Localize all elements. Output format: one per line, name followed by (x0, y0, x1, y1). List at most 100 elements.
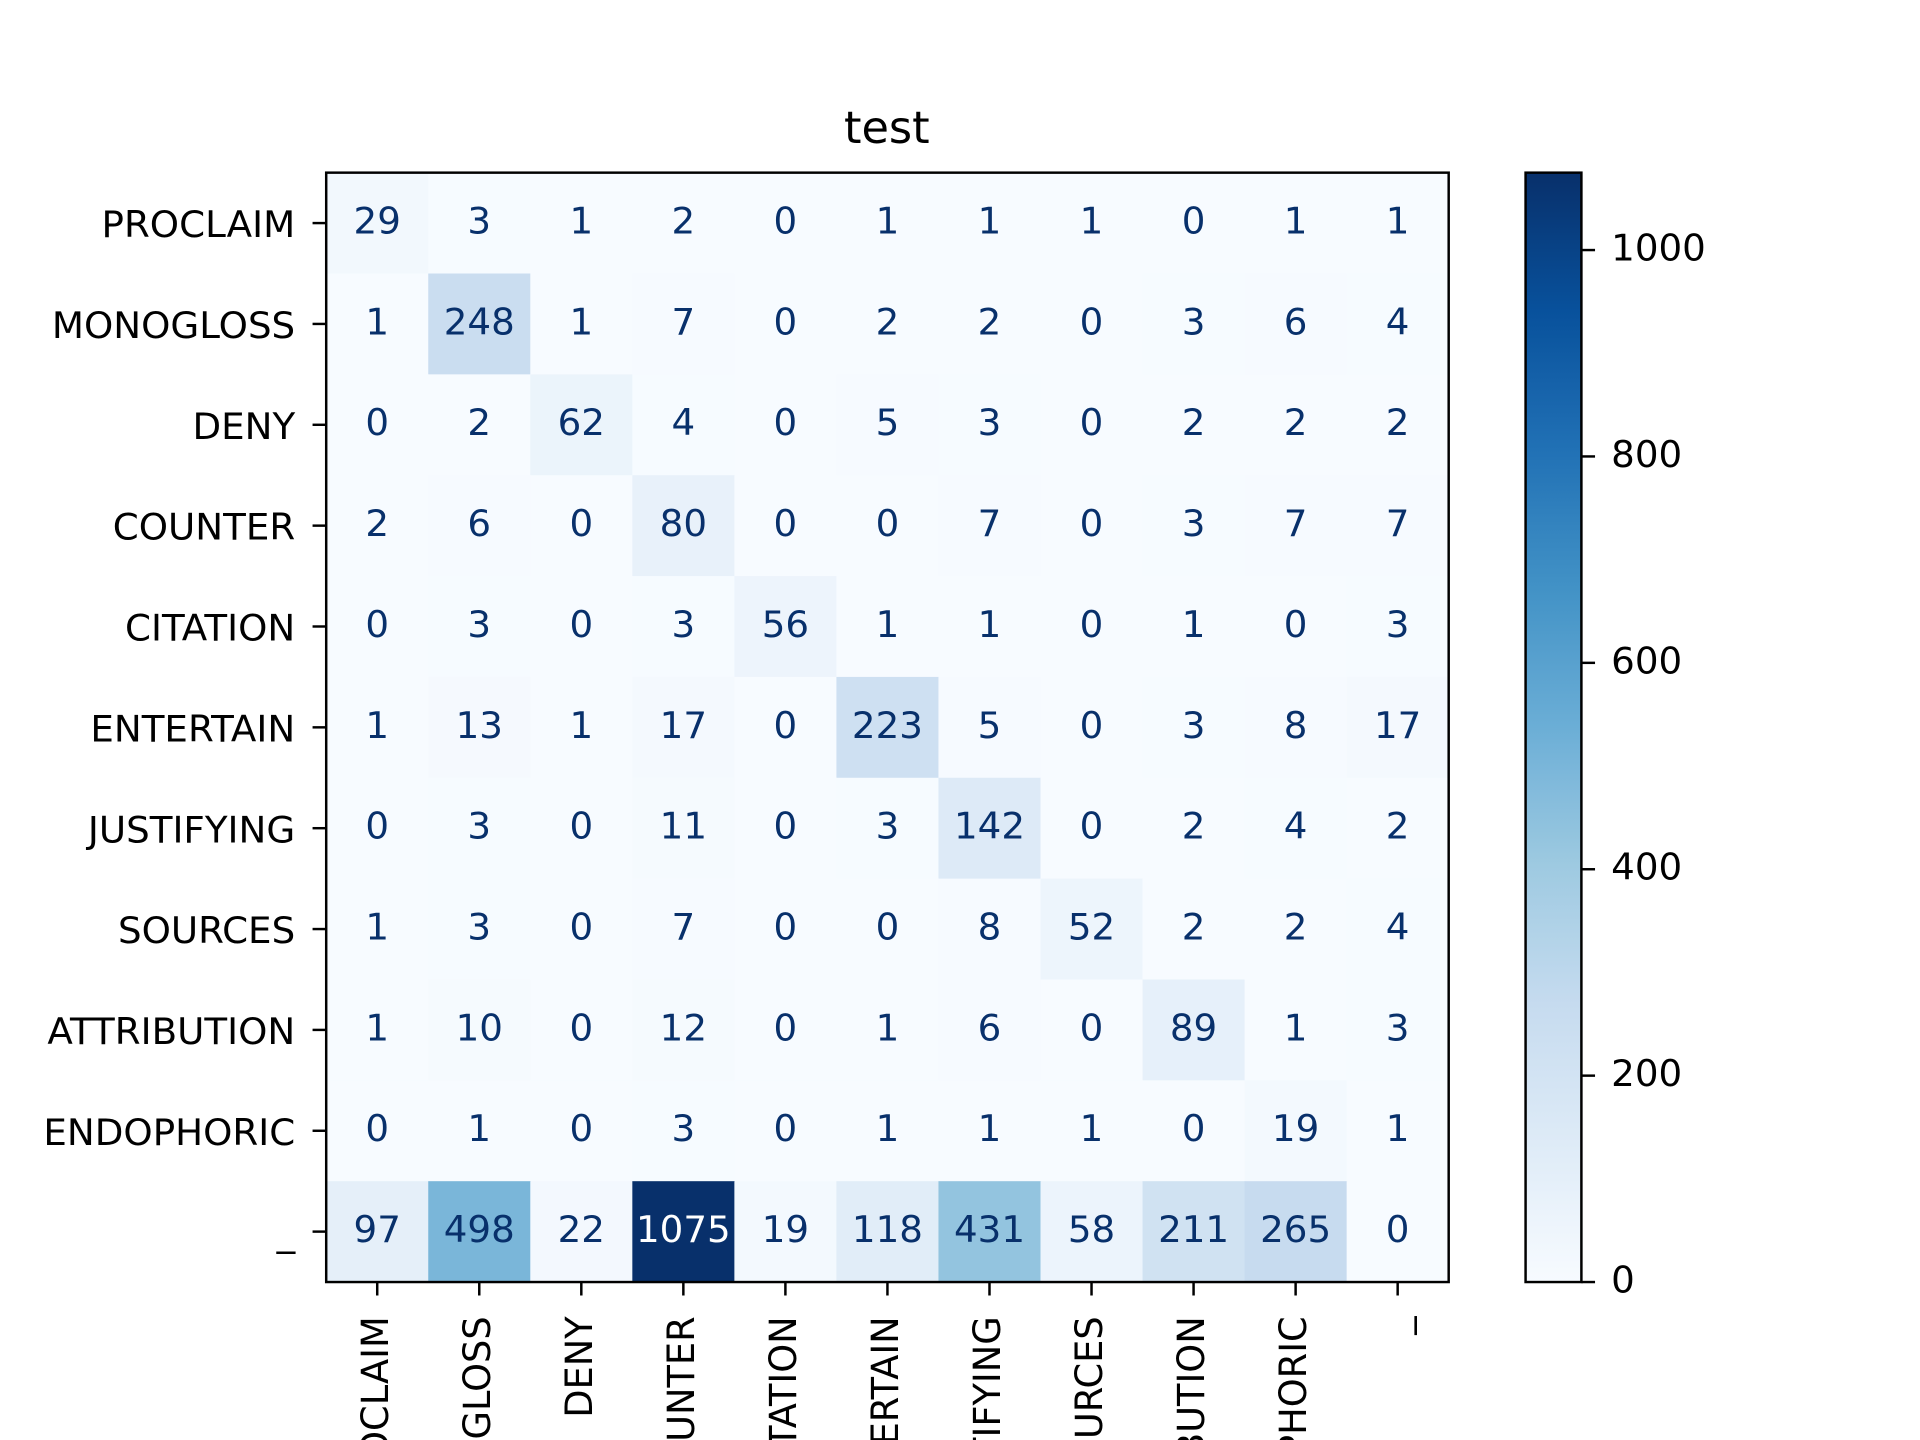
cell (428, 273, 531, 375)
cell (1244, 777, 1348, 880)
cell (1040, 1181, 1144, 1283)
cell (326, 1080, 429, 1182)
cell-label: 0 (774, 301, 798, 344)
cell (1142, 374, 1246, 476)
cell-label: 0 (1080, 301, 1104, 344)
cell-label: 3 (1182, 502, 1206, 545)
cell-label: 80 (660, 502, 707, 545)
cell (1040, 475, 1144, 577)
cell (326, 878, 429, 981)
cell-label: 6 (978, 1007, 1002, 1050)
cell-label: 1 (978, 603, 1002, 646)
cell-label: 2 (876, 301, 900, 344)
x-tick-label: COUNTER (660, 1316, 703, 1440)
cell (1244, 676, 1348, 779)
cell (1040, 1080, 1144, 1182)
cell (1040, 777, 1144, 880)
cell-label: 0 (1182, 200, 1206, 243)
cell-label: 3 (876, 805, 900, 848)
cell-label: 7 (978, 502, 1002, 545)
cell-label: 2 (1386, 805, 1410, 848)
cell-label: 0 (569, 805, 593, 848)
cell-label: 0 (365, 603, 389, 646)
cell-label: 2 (978, 301, 1002, 344)
cell (632, 878, 735, 981)
cell (1346, 1080, 1450, 1182)
cell-label: 7 (672, 301, 696, 344)
cell-label: 1 (569, 200, 593, 243)
cell (428, 576, 531, 678)
cell (530, 878, 633, 981)
y-tick-label: SOURCES (118, 909, 295, 952)
cell (1142, 676, 1246, 779)
cell (1040, 576, 1144, 678)
cell-label: 17 (1374, 704, 1421, 747)
cell-label: 1 (569, 301, 593, 344)
cell (530, 273, 633, 375)
cell-label: 1 (1080, 1107, 1104, 1150)
cell (1040, 374, 1144, 476)
cell (1244, 979, 1348, 1081)
cell (428, 676, 531, 779)
cell-label: 498 (444, 1208, 515, 1251)
cell (1244, 576, 1348, 678)
cell-label: 3 (467, 805, 491, 848)
cell (632, 979, 735, 1081)
cell (530, 172, 633, 275)
cell-label: 3 (978, 401, 1002, 444)
cell (836, 1080, 940, 1182)
cell (1346, 1181, 1450, 1283)
cell-label: 118 (852, 1208, 923, 1251)
cell-label: 265 (1260, 1208, 1331, 1251)
cell-label: 7 (1284, 502, 1308, 545)
cell-label: 2 (1284, 401, 1308, 444)
cell-label: 3 (1386, 603, 1410, 646)
cell-label: 0 (774, 805, 798, 848)
cell (836, 676, 940, 779)
cell (1346, 475, 1450, 577)
cell-label: 2 (672, 200, 696, 243)
cell-label: 0 (1284, 603, 1308, 646)
cell (1244, 1181, 1348, 1283)
cell-label: 19 (762, 1208, 809, 1251)
cell (326, 777, 429, 880)
x-tick-label: JUSTIFYING (966, 1316, 1009, 1440)
cell-label: 1 (876, 200, 900, 243)
cell-label: 5 (978, 704, 1002, 747)
cell-label: 2 (365, 502, 389, 545)
cell (1142, 1080, 1246, 1182)
cell (1040, 172, 1144, 275)
y-tick-label: MONOGLOSS (52, 304, 295, 347)
y-tick-label: ATTRIBUTION (47, 1010, 295, 1053)
cell-label: 1 (978, 1107, 1002, 1150)
cell (938, 777, 1042, 880)
cell (530, 1080, 633, 1182)
cell (836, 475, 940, 577)
cell-label: 11 (660, 805, 707, 848)
cell (1346, 676, 1450, 779)
colorbar-tick-label: 0 (1611, 1259, 1635, 1302)
cell-label: 1 (1386, 1107, 1410, 1150)
cell-label: 58 (1068, 1208, 1115, 1251)
cell-label: 223 (852, 704, 923, 747)
x-tick-label: ENTERTAIN (864, 1316, 907, 1440)
cell (428, 1080, 531, 1182)
cell (530, 475, 633, 577)
cell-label: 13 (456, 704, 503, 747)
cell (1244, 172, 1348, 275)
cell-label: 3 (672, 1107, 696, 1150)
cell (530, 676, 633, 779)
cell-label: 22 (558, 1208, 605, 1251)
colorbar (1524, 171, 1583, 1284)
cell-label: 0 (1080, 704, 1104, 747)
cell (632, 676, 735, 779)
cell-label: 3 (672, 603, 696, 646)
cell (1346, 273, 1450, 375)
cell (428, 979, 531, 1081)
cell (1346, 979, 1450, 1081)
cell-label: 0 (774, 401, 798, 444)
y-tick-label: DENY (192, 405, 295, 448)
cell (632, 777, 735, 880)
cell-label: 29 (354, 200, 401, 243)
cell-label: 1 (467, 1107, 491, 1150)
